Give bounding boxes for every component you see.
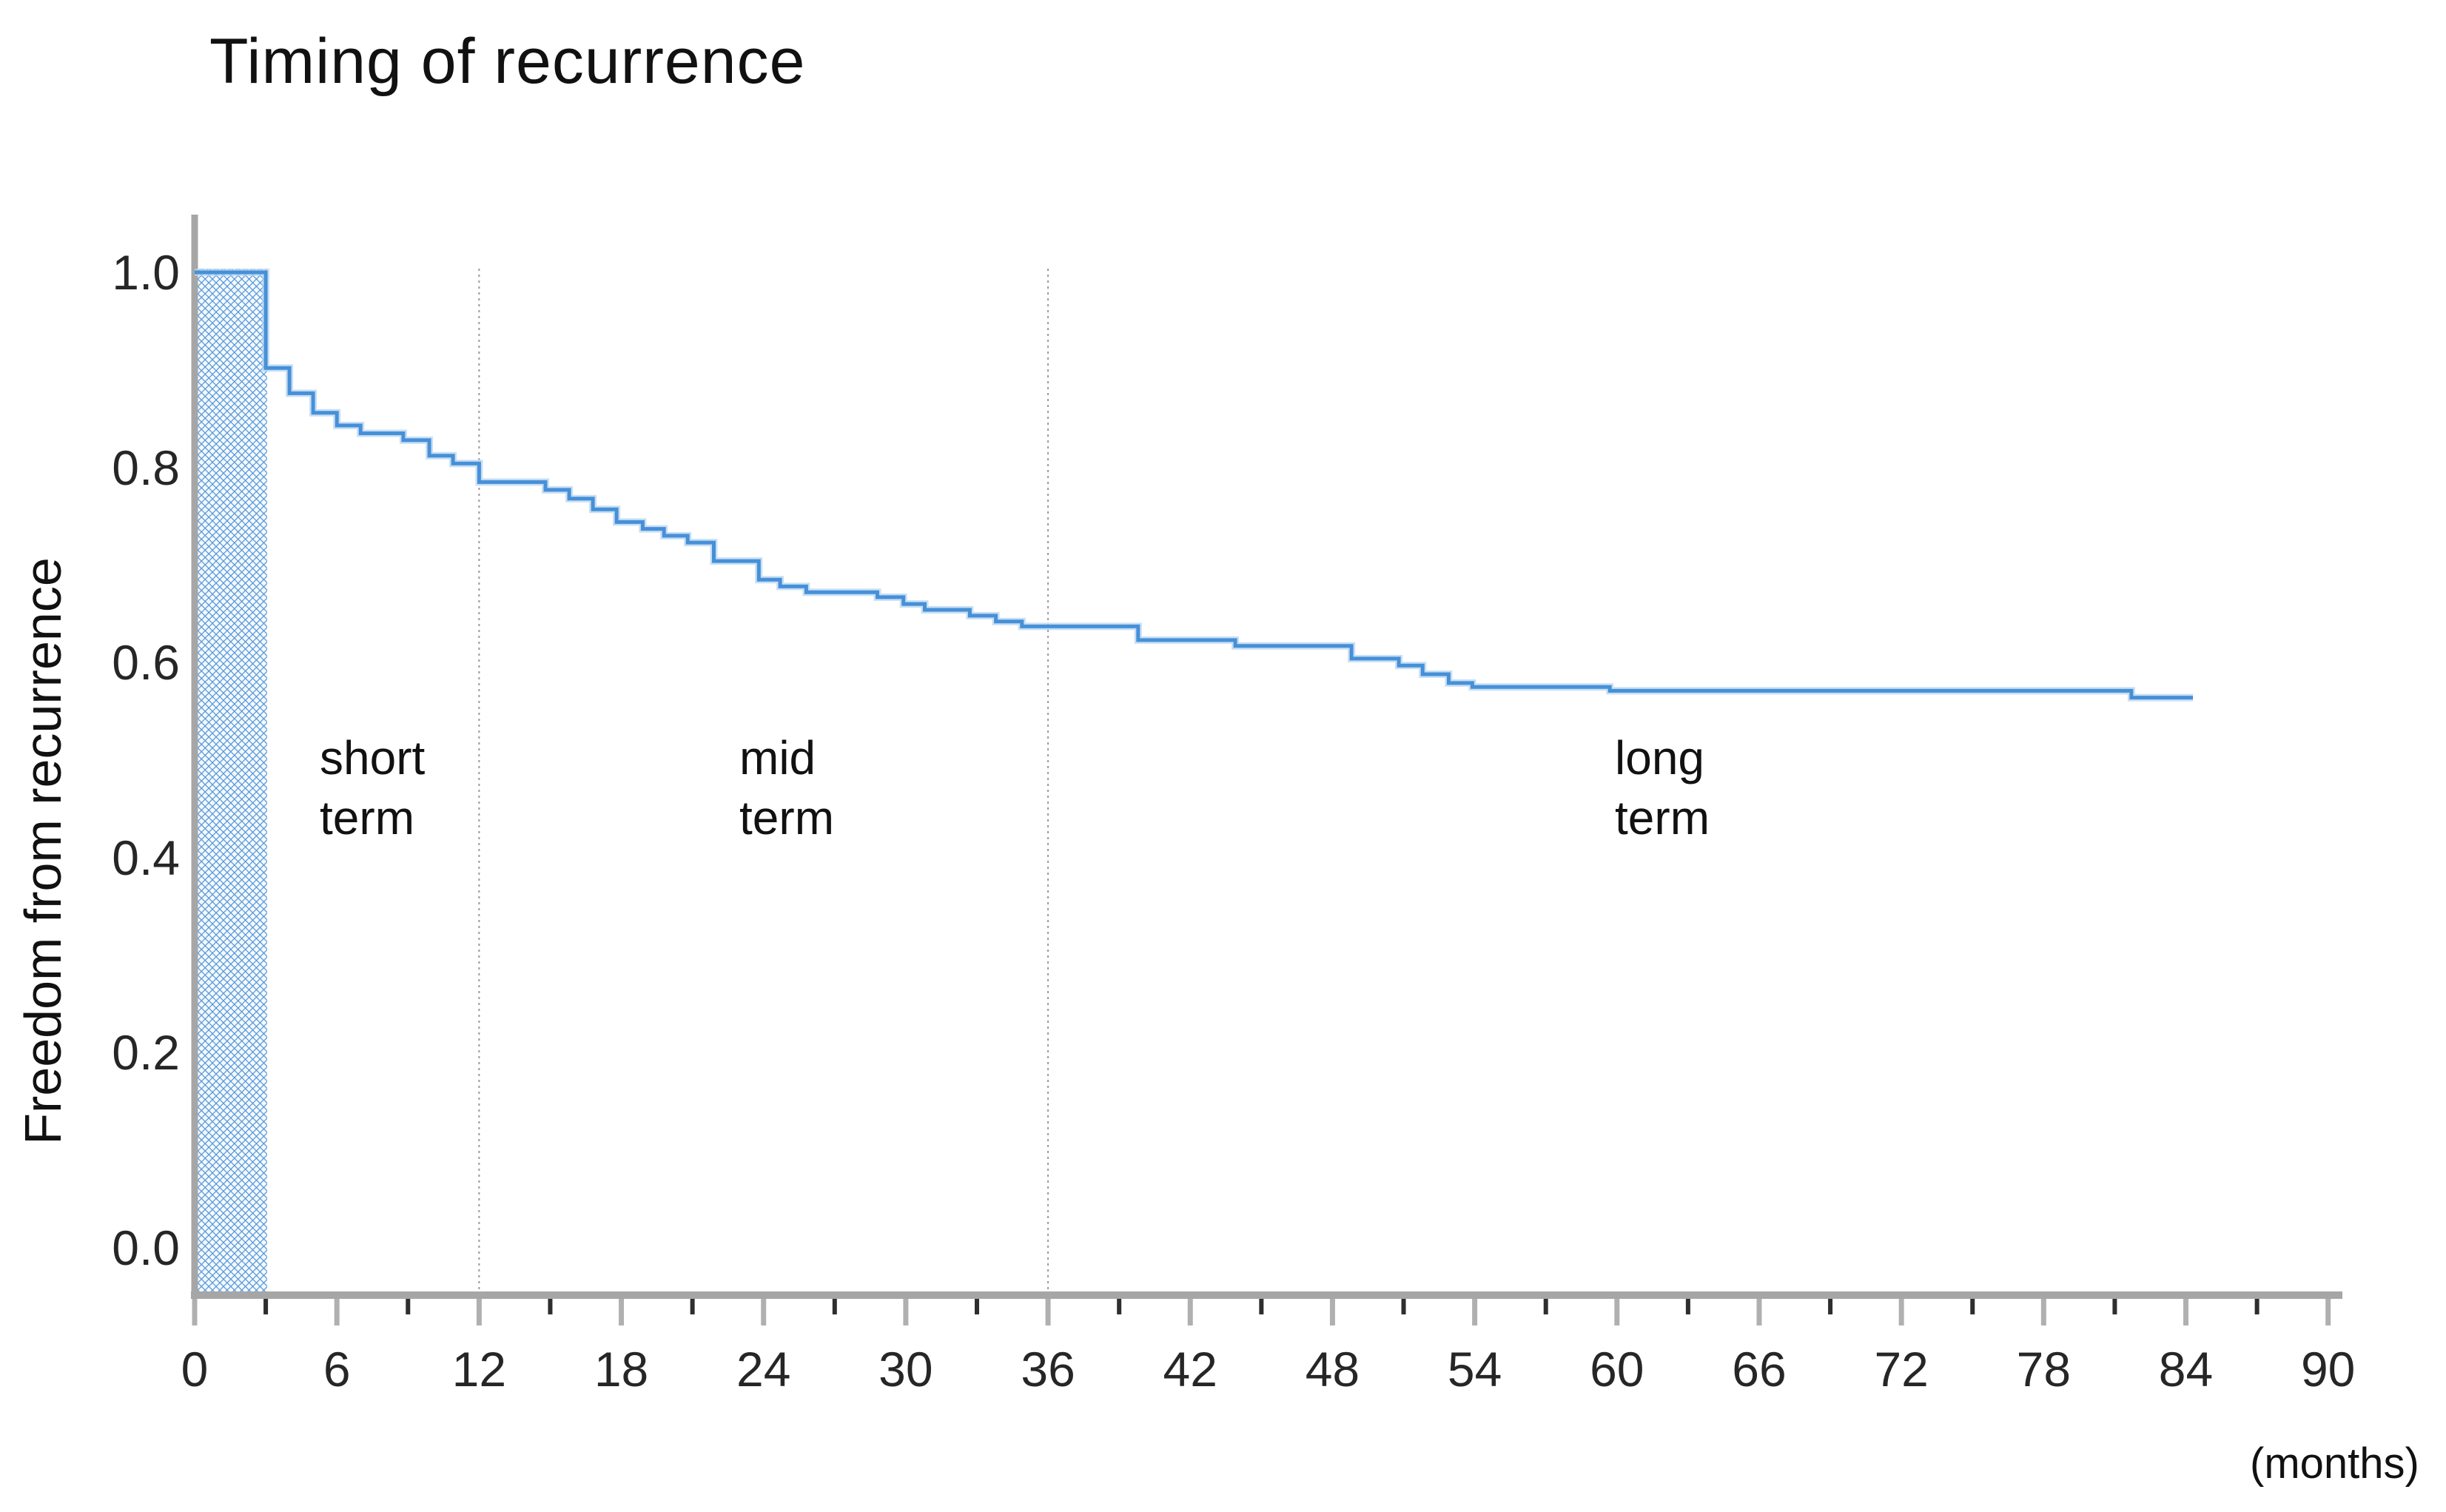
x-tick-label-84: 84 xyxy=(2158,1342,2214,1397)
y-tick-label-1.0: 1.0 xyxy=(112,245,180,300)
chart-title: Timing of recurrence xyxy=(209,26,806,97)
axis-ticks xyxy=(192,1296,2331,1325)
early-period-hatched-band xyxy=(195,269,267,1293)
x-tick-label-36: 36 xyxy=(1021,1342,1075,1397)
y-tick-label-0.0: 0.0 xyxy=(112,1220,180,1275)
x-tick-label-78: 78 xyxy=(2016,1342,2072,1397)
x-tick-label-60: 60 xyxy=(1590,1342,1644,1397)
survival-curve xyxy=(195,270,2194,700)
x-tick-label-24: 24 xyxy=(736,1342,791,1397)
x-axis-unit-label: (months) xyxy=(2250,1439,2419,1488)
region-label-short-term: short term xyxy=(320,731,426,844)
x-tick-label-90: 90 xyxy=(2300,1342,2356,1397)
region-label-long-term: long term xyxy=(1615,731,1710,844)
x-tick-label-72: 72 xyxy=(1874,1342,1929,1397)
x-tick-label-66: 66 xyxy=(1732,1342,1787,1397)
reference-gridlines xyxy=(478,269,1049,1294)
x-tick-label-30: 30 xyxy=(878,1342,933,1397)
region-label-mid-term: mid term xyxy=(739,731,834,844)
y-tick-label-0.6: 0.6 xyxy=(112,635,180,691)
x-tick-label-6: 6 xyxy=(323,1342,351,1397)
y-tick-label-0.2: 0.2 xyxy=(112,1025,180,1081)
x-tick-label-18: 18 xyxy=(594,1342,649,1397)
x-tick-label-12: 12 xyxy=(451,1342,507,1397)
y-tick-label-0.8: 0.8 xyxy=(112,440,180,495)
y-axis-title: Freedom from recurrence xyxy=(14,557,72,1145)
x-tick-label-48: 48 xyxy=(1305,1342,1360,1397)
x-tick-label-42: 42 xyxy=(1163,1342,1217,1397)
survival-curve-halo xyxy=(195,269,2194,702)
x-tick-label-54: 54 xyxy=(1447,1342,1502,1397)
x-tick-label-0: 0 xyxy=(181,1342,209,1397)
y-tick-label-0.4: 0.4 xyxy=(112,830,180,885)
